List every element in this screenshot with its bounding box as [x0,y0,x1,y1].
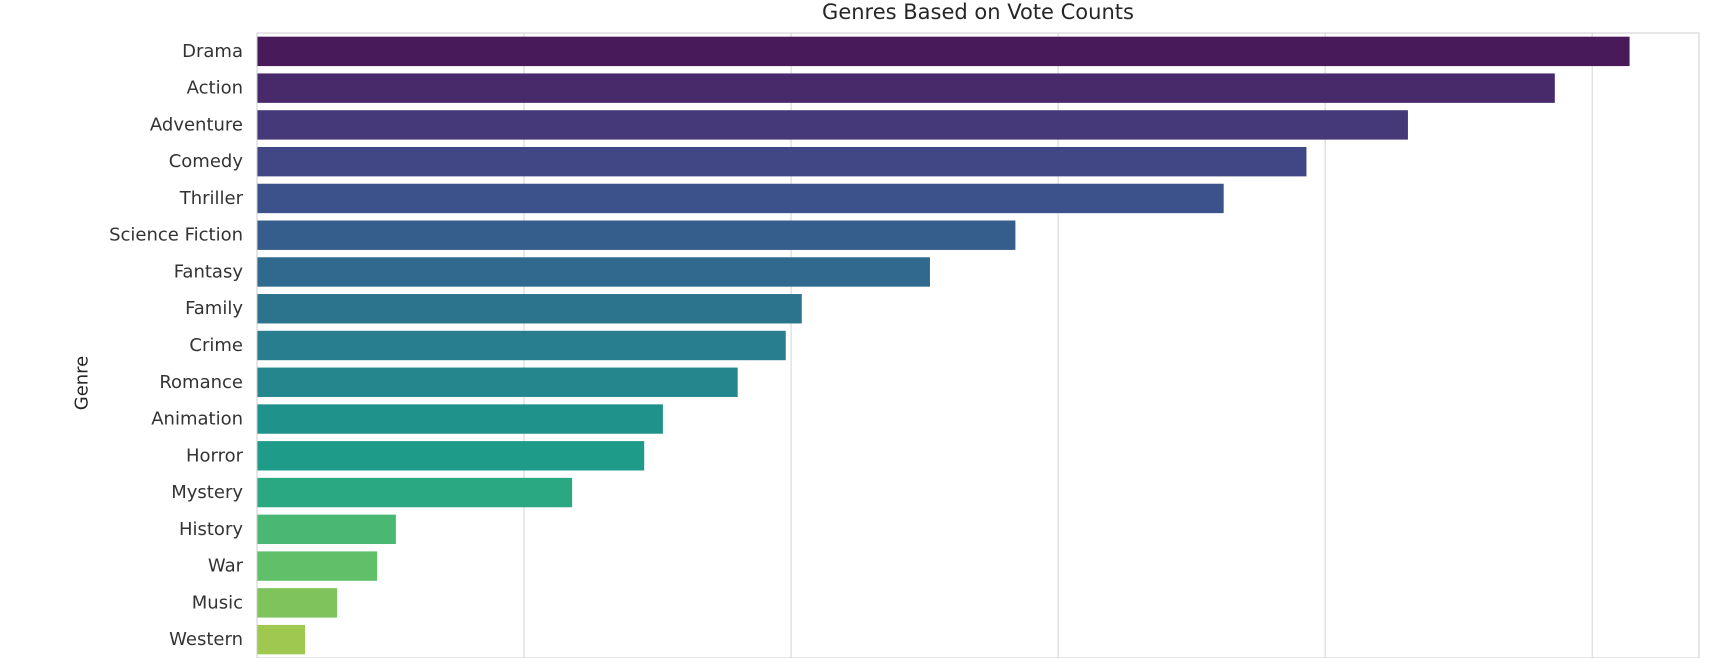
y-tick-label: History [179,519,243,540]
bar-action [257,73,1555,103]
y-tick-label: Horror [186,445,244,466]
y-tick-label: Science Fiction [109,225,243,246]
bar-family [257,294,802,324]
bar-science-fiction [257,220,1016,250]
y-tick-label: Drama [182,41,243,62]
chart-title: Genres Based on Vote Counts [822,0,1134,24]
y-tick-label: Western [169,629,243,650]
y-tick-label: Mystery [171,482,243,503]
bar-animation [257,404,663,434]
y-tick-label: War [208,556,244,577]
bar-adventure [257,110,1408,140]
y-tick-label: Animation [151,409,243,430]
y-tick-label: Romance [159,372,243,393]
y-tick-label: Comedy [169,151,244,172]
bar-history [257,514,396,545]
bar-war [257,551,378,581]
bar-comedy [257,146,1307,177]
y-tick-label: Crime [189,335,243,356]
bar-horror [257,441,645,471]
y-tick-label: Fantasy [174,261,244,282]
bar-music [257,588,338,618]
bar-mystery [257,477,573,508]
plot-frame [256,32,1700,658]
y-tick-label: Music [192,592,243,613]
bar-layer [257,36,1630,655]
y-tick-label: Action [187,78,243,99]
y-tick-label: Family [185,298,243,319]
bar-romance [257,367,738,397]
y-tick-label: Thriller [179,188,244,209]
bar-thriller [257,183,1224,214]
bar-drama [257,36,1630,67]
bar-fantasy [257,257,930,287]
bar-crime [257,330,786,361]
y-tick-label-layer: Drama Action Adventure Comedy Thriller Scienc… [109,41,244,650]
y-tick-label: Adventure [150,114,243,135]
bar-western [257,624,306,655]
